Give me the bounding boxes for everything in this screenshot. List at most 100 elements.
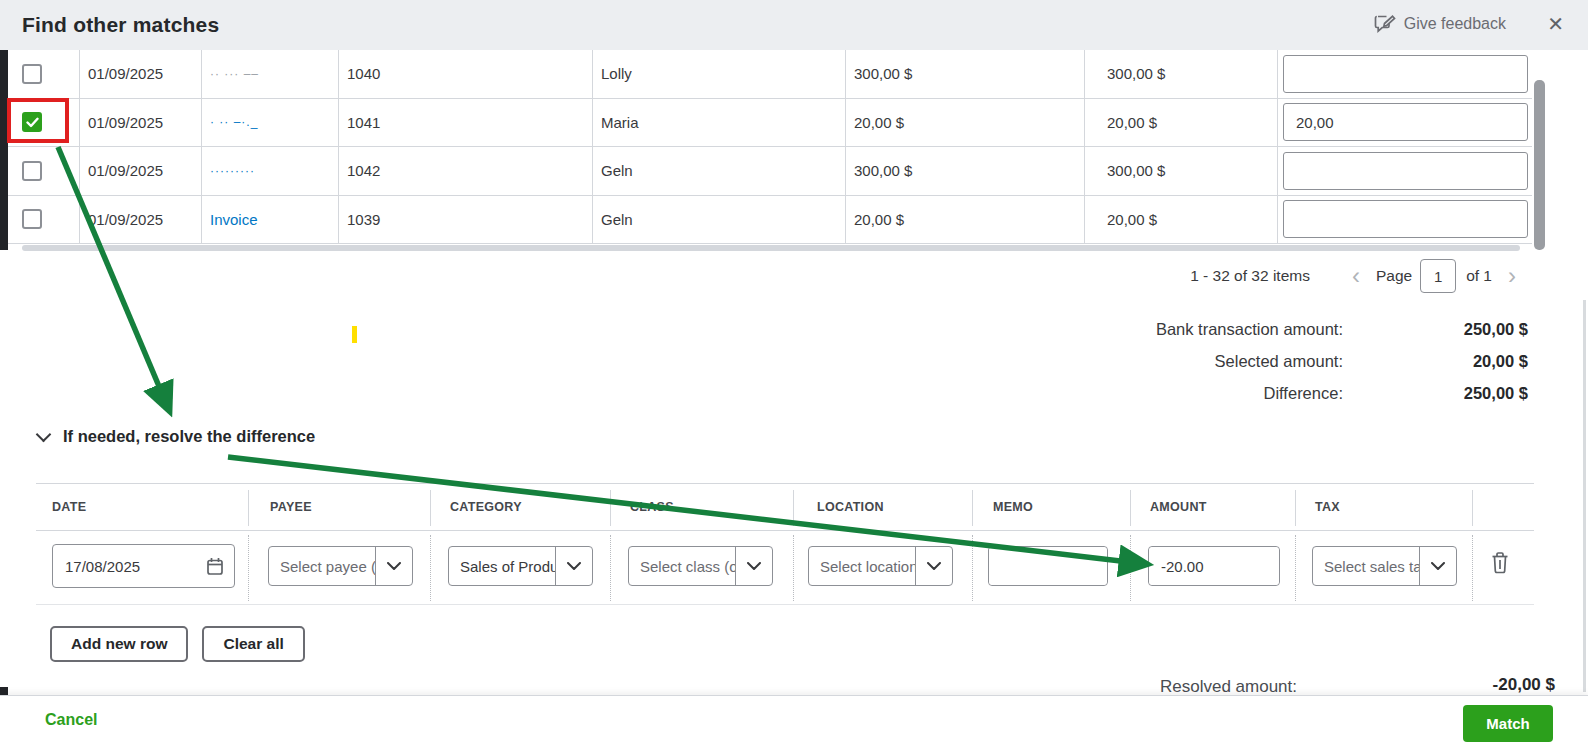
chevron-down-icon xyxy=(36,426,52,442)
row-date: 01/09/2025 xyxy=(80,99,202,147)
amount-input[interactable] xyxy=(1149,547,1279,585)
dialog-header: Find other matches Give feedback ✕ xyxy=(0,0,1588,50)
delete-row-icon[interactable] xyxy=(1490,551,1510,579)
row-amount: 300,00 $ xyxy=(846,50,1085,98)
payee-select-value: Select payee ( xyxy=(269,558,375,575)
amount-field[interactable] xyxy=(1148,546,1280,586)
dialog-footer: Cancel Match xyxy=(0,695,1588,748)
prev-page-icon[interactable]: ‹ xyxy=(1346,266,1366,286)
row-type-link[interactable]: ········· xyxy=(210,164,255,178)
payment-input[interactable] xyxy=(1283,200,1528,238)
row-doc-number: 1039 xyxy=(339,196,593,244)
row-customer: Lolly xyxy=(593,50,846,98)
next-page-icon[interactable]: › xyxy=(1502,266,1522,286)
row-type-link[interactable]: · ·· –·._ xyxy=(210,115,258,129)
row-customer: Geln xyxy=(593,196,846,244)
payment-input[interactable] xyxy=(1283,152,1528,190)
row-amount: 20,00 $ xyxy=(846,196,1085,244)
table-row: 01/09/2025 ········· 1042 Geln 300,00 $ … xyxy=(8,147,1532,196)
payment-input[interactable] xyxy=(1283,103,1528,141)
close-icon[interactable]: ✕ xyxy=(1547,13,1564,35)
clear-all-button[interactable]: Clear all xyxy=(202,626,304,662)
matches-table: 01/09/2025 ·· ··· –– 1040 Lolly 300,00 $… xyxy=(8,50,1532,244)
chevron-down-icon xyxy=(1420,562,1456,570)
add-new-row-button[interactable]: Add new row xyxy=(50,626,188,662)
tax-select-value: Select sales ta xyxy=(1313,558,1419,575)
row-doc-number: 1041 xyxy=(339,99,593,147)
row-customer: Geln xyxy=(593,147,846,195)
resolve-difference-heading: If needed, resolve the difference xyxy=(63,427,315,446)
selected-amount-label: Selected amount: xyxy=(1013,352,1343,371)
amount-summary: Bank transaction amount: 250,00 $ Select… xyxy=(1013,320,1528,403)
feedback-icon xyxy=(1374,14,1396,34)
vertical-scrollbar[interactable] xyxy=(1534,80,1545,250)
pagination-items-count: 1 - 32 of 32 items xyxy=(1190,267,1310,285)
page-scrollbar[interactable] xyxy=(1583,300,1586,692)
row-open-balance: 20,00 $ xyxy=(1085,196,1278,244)
table-row: 01/09/2025 Invoice 1039 Geln 20,00 $ 20,… xyxy=(8,196,1532,245)
annotation-yellow-mark xyxy=(352,326,357,343)
col-header-payee: PAYEE xyxy=(270,500,312,514)
bank-transaction-amount-value: 250,00 $ xyxy=(1343,320,1528,339)
page-number-input[interactable] xyxy=(1420,259,1456,293)
tax-select[interactable]: Select sales ta xyxy=(1312,546,1457,586)
payee-select[interactable]: Select payee ( xyxy=(268,546,413,586)
date-field[interactable]: 17/08/2025 xyxy=(52,544,235,588)
col-header-class: CLASS xyxy=(630,500,674,514)
resolve-difference-toggle[interactable]: If needed, resolve the difference xyxy=(38,427,315,446)
annotation-red-box xyxy=(7,98,69,143)
row-type-link[interactable]: Invoice xyxy=(210,211,258,228)
horizontal-scrollbar[interactable] xyxy=(22,245,1520,251)
chevron-down-icon xyxy=(916,562,952,570)
row-checkbox[interactable] xyxy=(22,209,42,229)
table-row: 01/09/2025 ·· ··· –– 1040 Lolly 300,00 $… xyxy=(8,50,1532,99)
page-of-total: of 1 xyxy=(1466,267,1492,285)
page-label: Page xyxy=(1376,267,1412,285)
row-date: 01/09/2025 xyxy=(80,196,202,244)
row-checkbox[interactable] xyxy=(22,161,42,181)
col-header-location: LOCATION xyxy=(817,500,884,514)
difference-value: 250,00 $ xyxy=(1343,384,1528,403)
backdrop-sliver xyxy=(0,687,8,695)
class-select-value: Select class (o xyxy=(629,558,735,575)
find-other-matches-dialog: Find other matches Give feedback ✕ 01/09… xyxy=(0,0,1588,748)
dialog-title: Find other matches xyxy=(22,13,219,37)
match-button[interactable]: Match xyxy=(1463,705,1553,742)
col-header-memo: MEMO xyxy=(993,500,1033,514)
memo-input[interactable] xyxy=(989,547,1107,585)
row-date: 01/09/2025 xyxy=(80,147,202,195)
chevron-down-icon xyxy=(556,562,592,570)
memo-field[interactable] xyxy=(988,546,1108,586)
location-select-value: Select location xyxy=(809,558,915,575)
resolve-table-header: DATE PAYEE CATEGORY CLASS LOCATION MEMO … xyxy=(36,483,1534,531)
give-feedback-label: Give feedback xyxy=(1404,15,1506,33)
backdrop-sliver xyxy=(0,50,8,250)
location-select[interactable]: Select location xyxy=(808,546,953,586)
row-checkbox[interactable] xyxy=(22,64,42,84)
resolve-table-row: 17/08/2025 Select payee ( Sales of Produ… xyxy=(36,531,1534,605)
col-header-date: DATE xyxy=(52,500,86,514)
row-customer: Maria xyxy=(593,99,846,147)
resolved-amount-value: -20,00 $ xyxy=(1445,675,1555,695)
row-open-balance: 300,00 $ xyxy=(1085,50,1278,98)
resolve-actions: Add new row Clear all xyxy=(50,626,305,662)
category-select[interactable]: Sales of Produc xyxy=(448,546,593,586)
row-open-balance: 300,00 $ xyxy=(1085,147,1278,195)
col-header-tax: TAX xyxy=(1315,500,1340,514)
date-value: 17/08/2025 xyxy=(65,558,140,575)
row-doc-number: 1042 xyxy=(339,147,593,195)
payment-input[interactable] xyxy=(1283,55,1528,93)
col-header-category: CATEGORY xyxy=(450,500,522,514)
bank-transaction-amount-label: Bank transaction amount: xyxy=(1013,320,1343,339)
class-select[interactable]: Select class (o xyxy=(628,546,773,586)
cancel-button[interactable]: Cancel xyxy=(45,711,97,729)
chevron-down-icon xyxy=(376,562,412,570)
row-type-link[interactable]: ·· ··· –– xyxy=(210,67,259,81)
category-select-value: Sales of Produc xyxy=(449,558,555,575)
row-amount: 20,00 $ xyxy=(846,99,1085,147)
pagination: 1 - 32 of 32 items ‹ Page of 1 › xyxy=(1190,259,1522,293)
calendar-icon xyxy=(206,557,224,576)
difference-label: Difference: xyxy=(1013,384,1343,403)
selected-amount-value: 20,00 $ xyxy=(1343,352,1528,371)
give-feedback-link[interactable]: Give feedback xyxy=(1374,14,1506,34)
